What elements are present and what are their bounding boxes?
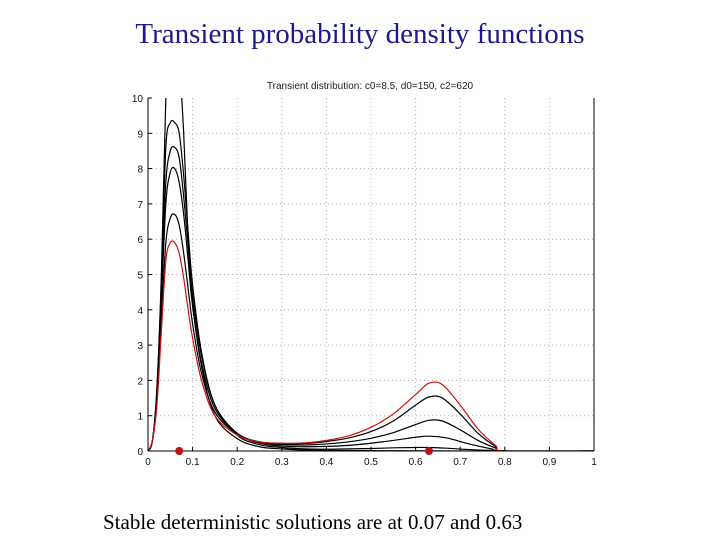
y-tick-label: 6	[137, 235, 143, 246]
x-tick-label: 0.6	[409, 457, 423, 468]
x-tick-label: 0.5	[364, 457, 378, 468]
y-tick-label: 3	[137, 341, 143, 352]
slide-title: Transient probability density functions	[135, 18, 585, 50]
y-tick-label: 7	[137, 200, 143, 211]
x-tick-label: 0.4	[319, 457, 333, 468]
y-tick-label: 9	[137, 129, 143, 140]
y-tick-label: 4	[137, 306, 143, 317]
x-tick-label: 1	[591, 457, 597, 468]
y-tick-label: 2	[137, 376, 143, 387]
x-tick-label: 0	[145, 457, 151, 468]
x-tick-label: 0.8	[498, 457, 512, 468]
density-curve-2	[148, 119, 594, 451]
x-tick-label: 0.2	[230, 457, 244, 468]
y-tick-label: 0	[137, 447, 143, 458]
y-tick-label: 5	[137, 271, 143, 282]
slide-caption: Stable deterministic solutions are at 0.…	[103, 510, 523, 534]
y-tick-label: 1	[137, 412, 143, 423]
x-tick-label: 0.3	[275, 457, 289, 468]
stable-point-marker	[424, 447, 433, 455]
x-tick-label: 0.9	[542, 457, 556, 468]
x-tick-label: 0.1	[186, 457, 200, 468]
density-curve-6	[148, 240, 594, 451]
grid-lines	[148, 98, 594, 451]
stable-point-marker	[175, 447, 184, 455]
y-tick-label: 10	[132, 94, 144, 105]
axis-ticks: 0 0.1 0.2 0.3 0.4 0.5 0.6 0.7 0.8 0.9 101234567891…	[132, 94, 597, 468]
stable-point-markers	[175, 447, 433, 455]
y-tick-label: 8	[137, 165, 143, 176]
chart-title: Transient distribution: c0=8.5, d0=150, …	[267, 81, 474, 92]
x-tick-label: 0.7	[453, 457, 467, 468]
